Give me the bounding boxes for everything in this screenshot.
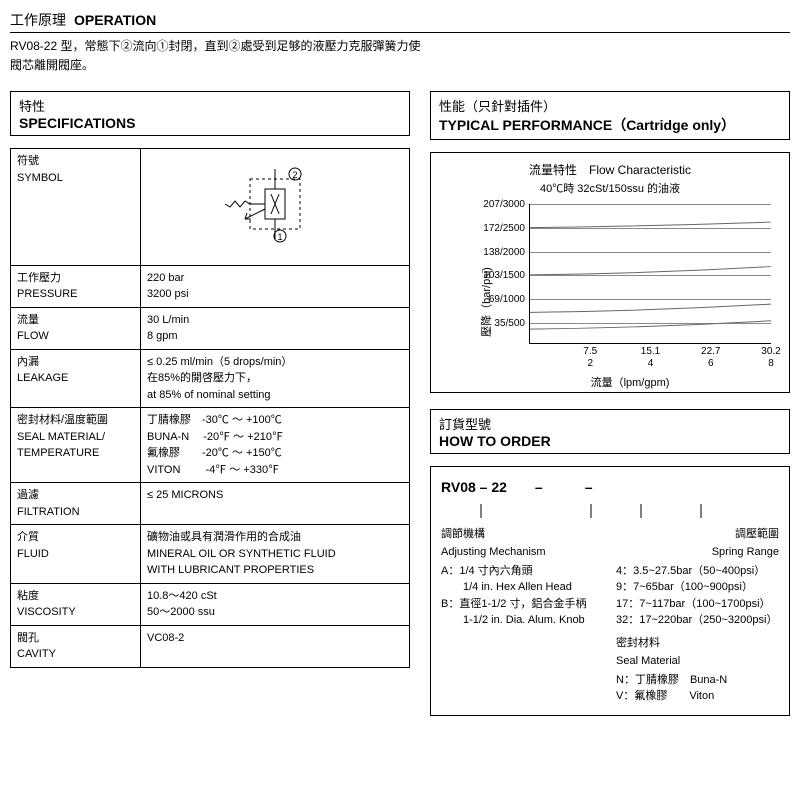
flow-value: 30 L/min8 gpm — [141, 307, 410, 349]
specs-header-en: SPECIFICATIONS — [19, 115, 401, 131]
symbol-diagram: 2 1 — [141, 149, 410, 266]
performance-header: 性能（只針對插件） TYPICAL PERFORMANCE（Cartridge … — [430, 91, 790, 140]
symbol-label: 符號 SYMBOL — [11, 149, 141, 266]
svg-text:2: 2 — [292, 170, 297, 180]
order-header-en: HOW TO ORDER — [439, 433, 781, 449]
order-box: RV08 – 22 – – 調節機構 Adjusting Mechanism A… — [430, 466, 790, 716]
leakage-value: ≤ 0.25 ml/min（5 drops/min）在85%的開啓壓力下，at … — [141, 349, 410, 408]
filtration-label: 過濾FILTRATION — [11, 483, 141, 525]
specs-header: 特性 SPECIFICATIONS — [10, 91, 410, 136]
order-header: 訂貨型號 HOW TO ORDER — [430, 409, 790, 454]
desc-line-2: 閥芯離開閥座。 — [10, 56, 790, 75]
operation-title-cn: 工作原理 — [10, 10, 66, 30]
svg-text:1: 1 — [277, 232, 282, 242]
flow-chart: 流量特性 Flow Characteristic 40℃時 32cSt/150s… — [430, 152, 790, 393]
perf-header-cn: 性能（只針對插件） — [439, 96, 781, 115]
filtration-value: ≤ 25 MICRONS — [141, 483, 410, 525]
valve-symbol-icon: 2 1 — [215, 159, 335, 249]
order-code: RV08 – 22 – – — [441, 477, 779, 498]
operation-title: 工作原理 OPERATION — [10, 10, 790, 33]
cavity-value: VC08-2 — [141, 625, 410, 667]
desc-line-1: RV08-22 型，常態下②流向①封閉，直到②處受到足够的液壓力克服彈簧力使 — [10, 37, 790, 56]
viscosity-label: 粘度VISCOSITY — [11, 583, 141, 625]
operation-title-en: OPERATION — [74, 12, 156, 28]
pressure-label: 工作壓力PRESSURE — [11, 265, 141, 307]
adjusting-mechanism: 調節機構 Adjusting Mechanism A：1/4 寸內六角頭 1/4… — [441, 526, 604, 705]
chart-plot: 207/3000 172/2500 138/2000 103/1500 69/1… — [529, 204, 771, 344]
chart-title: 流量特性 Flow Characteristic — [439, 161, 781, 178]
flow-label: 流量FLOW — [11, 307, 141, 349]
order-brackets-icon — [441, 502, 779, 520]
spring-range: 調壓範圍 Spring Range 4：3.5~27.5bar（50~400ps… — [616, 526, 779, 705]
fluid-value: 礦物油或具有潤滑作用的合成油MINERAL OIL OR SYNTHETIC F… — [141, 525, 410, 584]
perf-header-en: TYPICAL PERFORMANCE（Cartridge only） — [439, 115, 781, 135]
spec-table: 符號 SYMBOL 2 1 — [10, 148, 410, 668]
cavity-label: 閥孔CAVITY — [11, 625, 141, 667]
leakage-label: 內漏LEAKAGE — [11, 349, 141, 408]
seal-value: 丁腈橡膠 -30℃ ～ +100℃BUNA-N -20℉ ～ +210℉氟橡膠 … — [141, 408, 410, 483]
operation-desc: RV08-22 型，常態下②流向①封閉，直到②處受到足够的液壓力克服彈簧力使 閥… — [10, 37, 790, 75]
chart-curves-icon — [530, 204, 771, 343]
order-header-cn: 訂貨型號 — [439, 414, 781, 433]
viscosity-value: 10.8～420 cSt50～2000 ssu — [141, 583, 410, 625]
fluid-label: 介質FLUID — [11, 525, 141, 584]
specs-header-cn: 特性 — [19, 96, 401, 115]
pressure-value: 220 bar3200 psi — [141, 265, 410, 307]
chart-subtitle: 40℃時 32cSt/150ssu 的油液 — [439, 180, 781, 196]
chart-xlabel: 流量（lpm/gpm) — [489, 374, 771, 390]
seal-label: 密封材料/温度範圍SEAL MATERIAL/TEMPERATURE — [11, 408, 141, 483]
